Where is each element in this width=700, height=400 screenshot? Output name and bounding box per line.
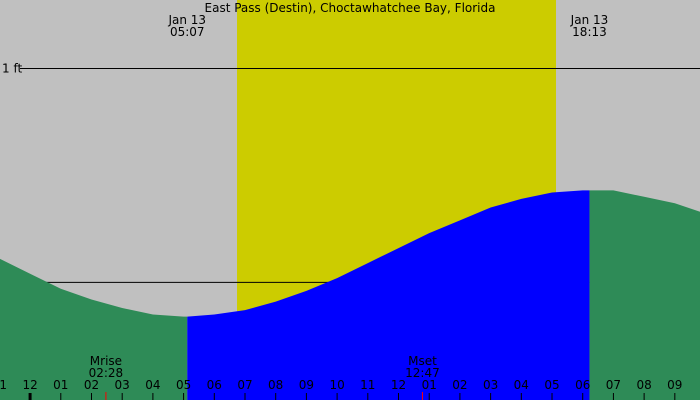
- moon-event: Mset: [408, 354, 437, 368]
- x-tick-label: 06: [575, 378, 590, 392]
- x-tick-label: 02: [84, 378, 99, 392]
- x-tick-label: 11: [360, 378, 375, 392]
- x-tick-label: 12: [22, 378, 37, 392]
- y-tick-label: 1 ft: [2, 61, 22, 75]
- tide-area: [589, 190, 700, 400]
- x-tick-label: 01: [422, 378, 437, 392]
- x-tick-label: 09: [299, 378, 314, 392]
- tide-time: 05:07: [170, 25, 205, 39]
- x-tick-label: 12: [391, 378, 406, 392]
- x-tick-label: 06: [207, 378, 222, 392]
- moon-time: 02:28: [89, 366, 124, 380]
- x-tick-label: 11: [0, 378, 7, 392]
- x-tick-label: 07: [606, 378, 621, 392]
- chart-title: East Pass (Destin), Choctawhatchee Bay, …: [205, 1, 496, 15]
- tide-date: Jan 13: [167, 13, 206, 27]
- tide-date: Jan 13: [570, 13, 609, 27]
- x-tick-label: 04: [514, 378, 529, 392]
- x-tick-label: 05: [176, 378, 191, 392]
- moon-time: 12:47: [405, 366, 440, 380]
- x-tick-label: 10: [329, 378, 344, 392]
- tide-area: [0, 258, 188, 400]
- x-tick-label: 05: [544, 378, 559, 392]
- x-tick-label: 09: [667, 378, 682, 392]
- moon-event: Mrise: [90, 354, 122, 368]
- x-tick-label: 07: [237, 378, 252, 392]
- x-tick-label: 02: [452, 378, 467, 392]
- x-tick-label: 08: [636, 378, 651, 392]
- x-tick-label: 04: [145, 378, 160, 392]
- tide-area: [187, 190, 590, 400]
- x-tick-label: 08: [268, 378, 283, 392]
- tide-time: 18:13: [572, 25, 607, 39]
- x-tick-label: 03: [115, 378, 130, 392]
- x-tick-label: 03: [483, 378, 498, 392]
- x-tick-label: 01: [53, 378, 68, 392]
